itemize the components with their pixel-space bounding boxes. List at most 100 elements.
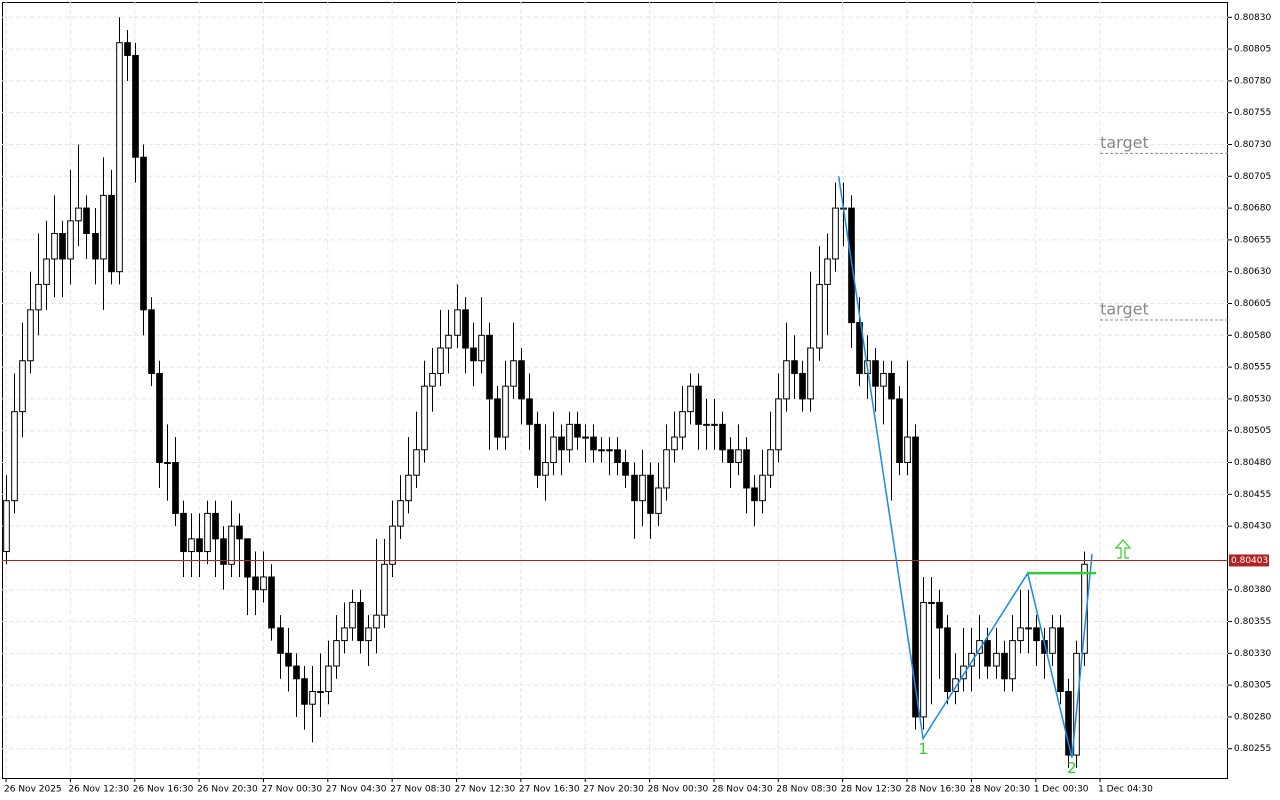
candle-body <box>510 360 517 387</box>
candle-body <box>478 334 485 362</box>
y-tick-label: 0.80780 <box>1234 76 1271 86</box>
y-tick-label: 0.80480 <box>1234 458 1271 468</box>
candle-body <box>100 194 107 260</box>
candle-body <box>775 398 782 451</box>
candle-body <box>180 512 187 553</box>
y-tick-label: 0.80255 <box>1234 744 1271 754</box>
candle-body <box>1009 640 1016 680</box>
candle-body <box>51 233 58 260</box>
candle-body <box>526 398 533 425</box>
x-tick-label: 28 Nov 08:30 <box>776 785 837 795</box>
candle-body <box>196 538 203 553</box>
candle-body <box>470 347 477 362</box>
candle-body <box>590 436 597 451</box>
y-tick-label: 0.80630 <box>1234 267 1271 277</box>
y-tick-label: 0.80730 <box>1234 140 1271 150</box>
pattern-line <box>837 176 1093 758</box>
candle-body <box>397 500 404 527</box>
candle-body <box>437 347 444 374</box>
candle-body <box>655 487 662 514</box>
x-tick-label: 26 Nov 12:30 <box>68 785 129 795</box>
candle-body <box>35 283 42 311</box>
y-tick-label: 0.80830 <box>1234 13 1271 23</box>
candle-body <box>783 360 790 400</box>
candle-body <box>518 360 525 400</box>
candle-body <box>1025 627 1032 630</box>
candle-body <box>486 334 493 400</box>
candle-body <box>164 462 171 465</box>
candle-body <box>148 309 155 374</box>
y-tick-label: 0.80505 <box>1234 426 1271 436</box>
candle-body <box>816 283 823 349</box>
candle-body <box>252 576 259 591</box>
y-tick-label: 0.80680 <box>1234 204 1271 214</box>
candle-body <box>1049 627 1056 654</box>
candle-body <box>550 436 557 464</box>
y-tick-label: 0.80580 <box>1234 331 1271 341</box>
x-tick-label: 28 Nov 20:30 <box>969 785 1030 795</box>
x-tick-label: 28 Nov 16:30 <box>905 785 966 795</box>
candle-body <box>735 449 742 464</box>
candle-body <box>92 233 99 260</box>
candle-body <box>614 449 621 464</box>
y-tick-label: 0.80430 <box>1234 522 1271 532</box>
x-tick-label: 27 Nov 08:30 <box>390 785 451 795</box>
y-tick-label: 0.80605 <box>1234 299 1271 309</box>
candle-body <box>936 601 943 629</box>
y-tick-label: 0.80530 <box>1234 394 1271 404</box>
candle-body <box>872 360 879 387</box>
candle-body <box>421 385 428 451</box>
y-tick-label: 0.80280 <box>1234 712 1271 722</box>
candle-body <box>534 423 541 476</box>
candle-body <box>494 398 501 438</box>
x-tick-label: 1 Dec 00:30 <box>1034 785 1089 795</box>
candle-body <box>293 665 300 680</box>
candle-body <box>212 512 219 540</box>
candle-body <box>1001 652 1008 680</box>
candle-body <box>711 423 718 426</box>
candle-body <box>381 563 388 616</box>
y-tick-label: 0.80355 <box>1234 617 1271 627</box>
candle-body <box>767 449 774 476</box>
candle-body <box>976 640 983 654</box>
candle-body <box>968 652 975 667</box>
candle-body <box>204 512 211 553</box>
candle-body <box>647 474 654 514</box>
x-tick-label: 27 Nov 12:30 <box>455 785 516 795</box>
candle-body <box>695 385 702 425</box>
candle-body <box>268 576 275 629</box>
y-tick-label: 0.80655 <box>1234 235 1271 245</box>
candle-body <box>19 360 26 413</box>
candle-body <box>389 525 396 565</box>
candle-body <box>413 449 420 476</box>
x-tick-label: 28 Nov 04:30 <box>712 785 773 795</box>
candle-body <box>502 385 509 438</box>
candle-body <box>132 54 139 158</box>
candle-body <box>622 462 629 476</box>
candle-body <box>719 423 726 451</box>
candle-body <box>679 411 686 438</box>
candle-body <box>429 372 436 387</box>
y-tick-label: 0.80555 <box>1234 363 1271 373</box>
target-label: target <box>1100 300 1149 319</box>
pattern-point-label: 2 <box>1067 759 1077 777</box>
candle-body <box>904 436 911 464</box>
x-tick-label: 26 Nov 20:30 <box>197 785 258 795</box>
candle-body <box>928 601 935 604</box>
candle-body <box>799 372 806 400</box>
candle-body <box>140 156 147 311</box>
candle-body <box>824 258 831 285</box>
candle-body <box>687 385 694 413</box>
candle-body <box>188 538 195 553</box>
x-tick-label: 1 Dec 04:30 <box>1098 785 1153 795</box>
candle-body <box>880 372 887 387</box>
candle-body <box>124 42 131 56</box>
x-tick-label: 27 Nov 16:30 <box>519 785 580 795</box>
x-tick-label: 27 Nov 20:30 <box>583 785 644 795</box>
candle-body <box>896 398 903 464</box>
candle-body <box>260 576 267 591</box>
candle-body <box>598 449 605 452</box>
candle-body <box>582 436 589 439</box>
y-tick-label: 0.80380 <box>1234 585 1271 595</box>
candle-body <box>59 233 66 260</box>
